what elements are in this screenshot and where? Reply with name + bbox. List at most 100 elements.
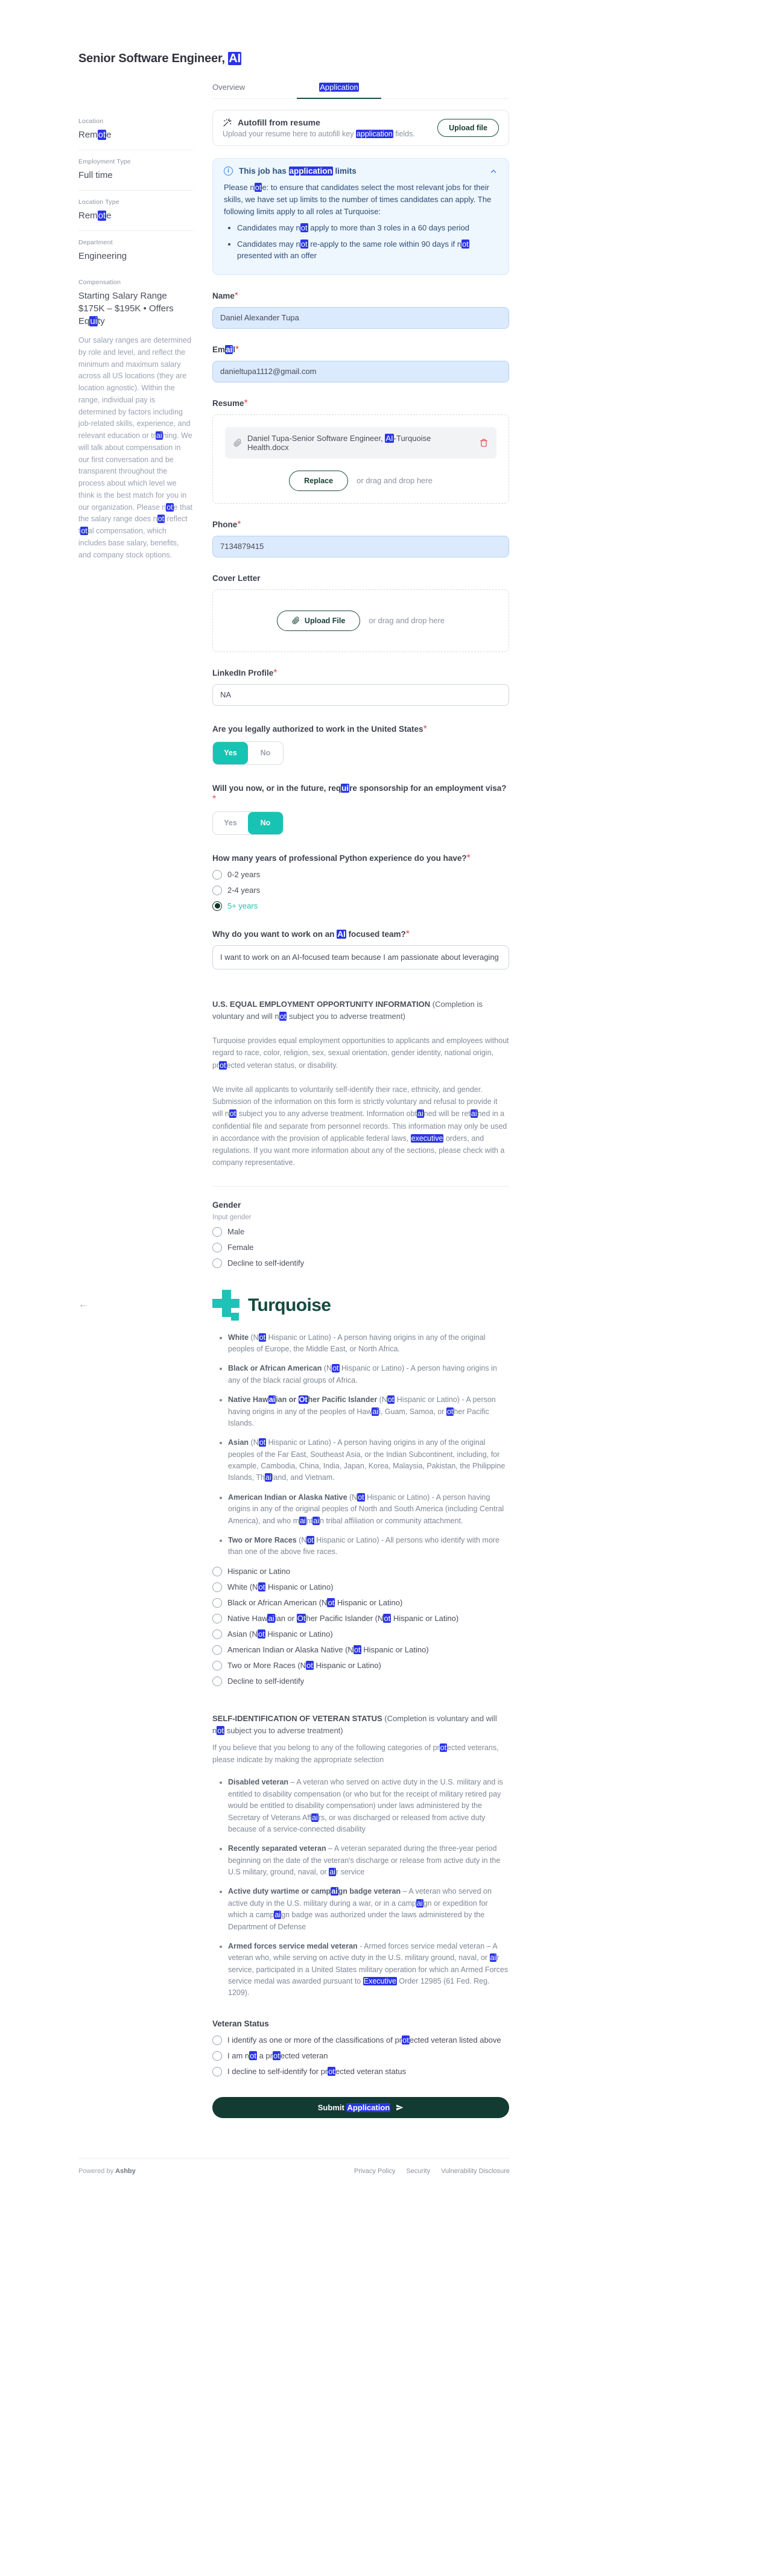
radio-option[interactable]: American Indian or Alaska Native (Not Hi… bbox=[212, 1645, 509, 1655]
veteran-definition-term: Active duty wartime or campaign badge ve… bbox=[228, 1887, 401, 1896]
search-highlight: ai bbox=[274, 1911, 282, 1920]
send-icon bbox=[396, 2104, 404, 2111]
veteran-definition: Armed forces service medal veteran - Arm… bbox=[228, 1941, 509, 1999]
yes-button[interactable]: Yes bbox=[224, 819, 237, 828]
search-highlight: ot bbox=[254, 183, 262, 192]
page-title: Senior Software Engineer, AI bbox=[78, 52, 241, 65]
radio-option[interactable]: Asian (Not Hispanic or Latino) bbox=[212, 1629, 509, 1639]
autofill-subtitle: Upload your resume here to autofill key … bbox=[223, 130, 415, 138]
paperclip-icon bbox=[292, 617, 300, 624]
required-marker: * bbox=[212, 793, 217, 804]
sponsorship-question-block: Will you now, or in the future, require … bbox=[212, 783, 509, 835]
radio-option[interactable]: Female bbox=[212, 1242, 509, 1252]
radio-icon bbox=[212, 1597, 222, 1608]
drag-drop-hint: or drag and drop here bbox=[369, 616, 445, 626]
search-highlight: ot bbox=[279, 1012, 287, 1021]
race-definition-text: (Not Hispanic or Latino) - A person havi… bbox=[228, 1493, 504, 1525]
radio-option[interactable]: Native Hawaiian or Other Pacific Islande… bbox=[212, 1613, 509, 1623]
upload-file-label: Upload File bbox=[304, 616, 346, 625]
veteran-definition-term: Armed forces service medal veteran bbox=[228, 1941, 358, 1950]
search-highlight: ot bbox=[332, 1364, 340, 1373]
radio-option[interactable]: Decline to self-identify bbox=[212, 1676, 509, 1686]
why-ai-input[interactable] bbox=[212, 945, 509, 969]
cover-letter-upload-button[interactable]: Upload File bbox=[276, 610, 361, 631]
radio-icon bbox=[212, 1660, 222, 1670]
tab-overview[interactable]: Overview bbox=[212, 83, 246, 92]
search-highlight: ai bbox=[268, 1395, 276, 1404]
back-arrow-icon[interactable]: ← bbox=[78, 1299, 88, 1310]
search-highlight: AI bbox=[385, 433, 394, 443]
application-limits-notice: This job has application limits Please n… bbox=[212, 158, 509, 275]
search-highlight: ot bbox=[327, 1598, 335, 1608]
radio-option-label: Female bbox=[227, 1243, 254, 1252]
sidebar-section: Employment Type Full time bbox=[78, 150, 193, 191]
job-info-sidebar: Location Remote Employment Type Full tim… bbox=[78, 110, 193, 2119]
resume-dropzone[interactable]: Daniel Tupa-Senior Software Engineer, AI… bbox=[212, 414, 509, 504]
search-highlight: ot bbox=[402, 2035, 410, 2045]
search-highlight: ot bbox=[439, 1743, 448, 1752]
cover-letter-dropzone[interactable]: Upload File or drag and drop here bbox=[212, 589, 509, 652]
veteran-heading: SELF-IDENTIFICATION OF VETERAN STATUS (C… bbox=[212, 1713, 509, 1737]
upload-file-button[interactable]: Upload file bbox=[437, 119, 499, 137]
notice-bullet: Candidates may not apply to more than 3 … bbox=[237, 222, 498, 234]
race-definition-text: (Not Hispanic or Latino) - A person havi… bbox=[228, 1395, 496, 1427]
search-highlight: ai bbox=[299, 1516, 306, 1525]
radio-option[interactable]: I identify as one or more of the classif… bbox=[212, 2035, 509, 2045]
no-button[interactable]: No bbox=[260, 749, 271, 758]
radio-option[interactable]: Hispanic or Latino bbox=[212, 1566, 509, 1576]
authorized-question-block: Are you legally authorized to work in th… bbox=[212, 724, 509, 765]
chevron-up-icon[interactable] bbox=[489, 167, 498, 176]
radio-icon bbox=[212, 1258, 222, 1268]
info-icon bbox=[224, 167, 233, 176]
search-highlight: ot bbox=[157, 515, 165, 524]
radio-option[interactable]: I decline to self-identify for protected… bbox=[212, 2066, 509, 2076]
email-input[interactable] bbox=[212, 360, 509, 382]
sidebar-section-value: Remote bbox=[78, 130, 112, 140]
tab-application[interactable]: Application bbox=[297, 80, 381, 99]
replace-button[interactable]: Replace bbox=[289, 470, 349, 491]
search-highlight: ot bbox=[249, 2051, 257, 2061]
required-marker: * bbox=[405, 928, 410, 939]
footer-link[interactable]: Privacy Policy bbox=[354, 2167, 396, 2175]
search-highlight: ot bbox=[229, 1109, 237, 1118]
footer-link[interactable]: Security bbox=[406, 2167, 431, 2175]
no-button[interactable]: No bbox=[248, 811, 283, 834]
radio-icon bbox=[212, 1566, 222, 1576]
sidebar-section-label: Compensation bbox=[78, 279, 121, 286]
radio-option-label: Hispanic or Latino bbox=[227, 1567, 291, 1576]
radio-option[interactable]: 0-2 years bbox=[212, 869, 509, 880]
search-highlight: Executive bbox=[363, 1977, 397, 1986]
search-highlight: ot bbox=[300, 223, 308, 233]
footer-link[interactable]: Vulnerability Disclosure bbox=[441, 2167, 510, 2175]
veteran-definitions: Disabled veteran – A veteran who served … bbox=[212, 1777, 509, 1999]
veteran-definition-text: – A veteran who served on active duty in… bbox=[228, 1778, 503, 1833]
phone-input[interactable] bbox=[212, 535, 509, 557]
radio-option[interactable]: 2-4 years bbox=[212, 885, 509, 895]
radio-option[interactable]: Two or More Races (Not Hispanic or Latin… bbox=[212, 1660, 509, 1670]
name-input[interactable] bbox=[212, 306, 509, 329]
race-definition: Native Hawaiian or Other Pacific Islande… bbox=[228, 1394, 509, 1429]
yes-button[interactable]: Yes bbox=[213, 741, 248, 764]
radio-icon bbox=[212, 885, 222, 895]
delete-file-icon[interactable] bbox=[480, 439, 488, 447]
search-highlight: Application bbox=[346, 2102, 391, 2112]
submit-application-button[interactable]: Submit Application bbox=[212, 2096, 509, 2118]
radio-option[interactable]: Black or African American (Not Hispanic … bbox=[212, 1597, 509, 1608]
radio-option[interactable]: I am not a protected veteran bbox=[212, 2051, 509, 2061]
race-definition-term: American Indian or Alaska Native bbox=[228, 1493, 347, 1502]
radio-option[interactable]: Male bbox=[212, 1226, 509, 1237]
search-highlight: ot bbox=[258, 1582, 266, 1592]
search-highlight: AI bbox=[337, 929, 346, 939]
required-marker: * bbox=[237, 519, 241, 530]
linkedin-input[interactable] bbox=[212, 684, 509, 706]
race-definition-text: (Not Hispanic or Latino) - All persons w… bbox=[228, 1535, 499, 1556]
radio-option[interactable]: 5+ years bbox=[212, 901, 509, 911]
veteran-intro: If you believe that you belong to any of… bbox=[212, 1743, 499, 1765]
required-marker: * bbox=[234, 290, 239, 301]
radio-option[interactable]: White (Not Hispanic or Latino) bbox=[212, 1582, 509, 1592]
sidebar-section-label: Department bbox=[78, 239, 113, 246]
sponsorship-question-label: Will you now, or in the future, require … bbox=[212, 783, 507, 793]
veteran-status-options: I identify as one or more of the classif… bbox=[212, 2035, 509, 2076]
radio-option[interactable]: Decline to self-identify bbox=[212, 1258, 509, 1268]
eeo-heading-title: U.S. EQUAL EMPLOYMENT OPPORTUNITY INFORM… bbox=[212, 999, 431, 1009]
